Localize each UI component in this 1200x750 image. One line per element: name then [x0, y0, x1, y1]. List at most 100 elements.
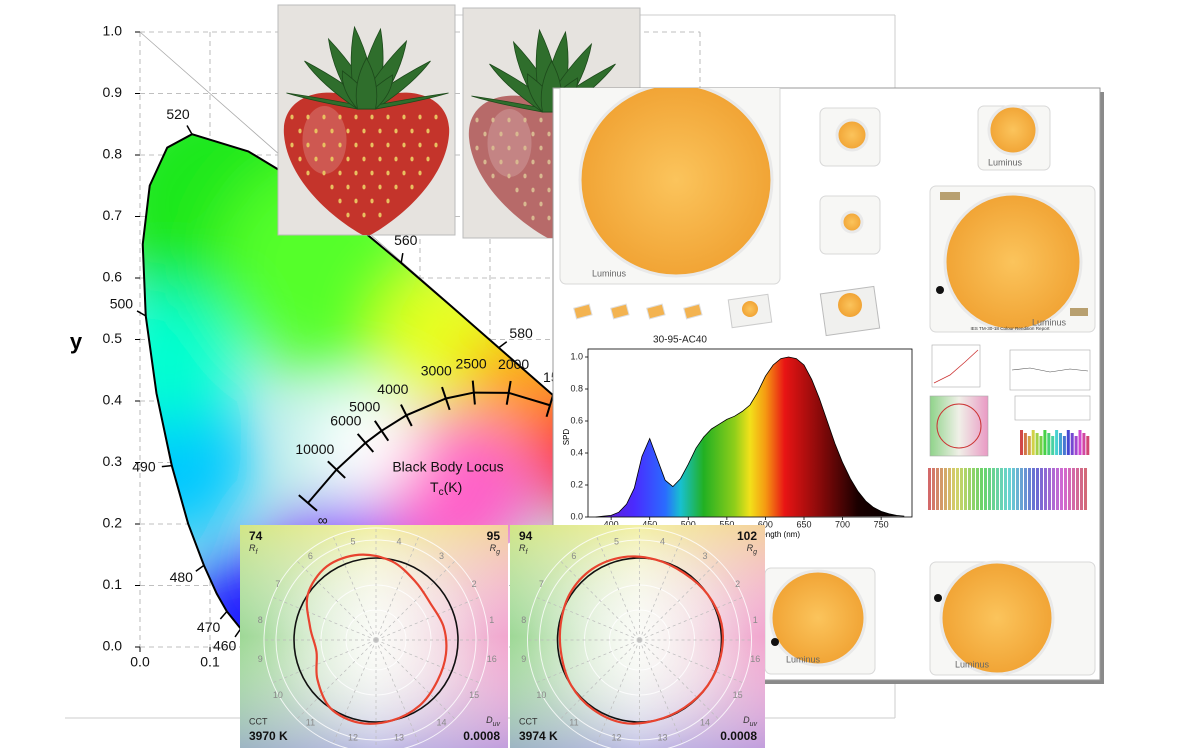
cct-label: CCT — [249, 716, 268, 726]
cct-label: 6000 — [330, 412, 361, 428]
hue-bin-label: 3 — [439, 551, 444, 561]
report-bar — [1016, 468, 1019, 510]
ring — [539, 539, 740, 741]
hue-bin-label: 7 — [539, 579, 544, 589]
hue-bin-label: 4 — [660, 536, 665, 546]
wavelength-tick — [136, 310, 147, 317]
report-bar — [1072, 468, 1075, 510]
photo — [277, 4, 456, 236]
smd-led — [573, 303, 593, 320]
wavelength-label: 470 — [197, 619, 221, 635]
report-plot — [1014, 395, 1091, 421]
hue-bin-label: 10 — [536, 690, 546, 700]
symbol-main: R — [490, 543, 497, 553]
report-bar — [1084, 468, 1087, 510]
seed — [402, 142, 406, 148]
seed — [314, 128, 318, 134]
report-bar — [980, 468, 983, 510]
cct-tick — [356, 433, 375, 453]
hue-bin-label: 8 — [521, 615, 526, 625]
seed — [330, 128, 334, 134]
wavelength-label: 500 — [110, 296, 134, 312]
report-bar — [1056, 468, 1059, 510]
report-bar — [940, 468, 943, 510]
report-bar — [1036, 468, 1039, 510]
duv-symbol: Duv — [486, 715, 500, 727]
spd-chart: 30-95-AC40 SPD Wavelength (nm) 400 450 500 550… — [562, 335, 913, 539]
wavelength-tick — [234, 628, 242, 638]
seed — [491, 117, 495, 123]
leaf — [357, 92, 449, 110]
seed — [386, 198, 390, 204]
test-loop — [558, 555, 724, 725]
brand-label: Luminus — [1032, 317, 1067, 327]
seed — [434, 142, 438, 148]
fidelity-value: 74 — [249, 529, 263, 543]
seed — [378, 212, 382, 218]
seed — [386, 170, 390, 176]
x-tick-label: 450 — [642, 519, 657, 529]
wavelength-tick — [186, 125, 193, 135]
y-tick-label: 1.0 — [103, 23, 123, 39]
x-tick-label: 700 — [835, 519, 850, 529]
temperature-unit: (K) — [444, 479, 463, 495]
seed — [370, 114, 374, 120]
wavelength-label: 580 — [509, 325, 533, 341]
x-tick-label: 400 — [604, 519, 619, 529]
report-bar — [1035, 433, 1039, 455]
report-loop — [936, 403, 982, 449]
seed — [354, 142, 358, 148]
fidelity-symbol: Rf — [249, 543, 259, 555]
seed — [507, 145, 511, 151]
hue-divider — [639, 639, 683, 744]
cct-tick — [441, 386, 451, 411]
test-loop — [305, 553, 448, 725]
seed — [539, 117, 543, 123]
seed — [290, 142, 294, 148]
report-bar — [1066, 430, 1070, 455]
report-bar — [1074, 436, 1078, 455]
seed — [523, 117, 527, 123]
seed — [491, 173, 495, 179]
led-emitter — [840, 210, 864, 234]
fidelity-value: 94 — [519, 529, 533, 543]
smd-led — [646, 303, 666, 320]
seed — [378, 128, 382, 134]
report-bar — [1047, 433, 1051, 455]
seed — [418, 170, 422, 176]
report-bar — [996, 468, 999, 510]
report-bar — [948, 468, 951, 510]
cct-tick — [400, 404, 413, 427]
hue-bin-label: 7 — [275, 579, 280, 589]
y-tick-label: 0.7 — [103, 207, 123, 223]
seed — [507, 173, 511, 179]
cct-label: 5000 — [349, 398, 380, 414]
report-bar — [956, 468, 959, 510]
seed — [515, 159, 519, 165]
hue-divider — [272, 596, 377, 641]
report-bar — [964, 468, 967, 510]
report-bar — [1086, 436, 1090, 455]
seed — [539, 173, 543, 179]
seed — [434, 114, 438, 120]
report-curve — [933, 349, 979, 384]
hue-bin-label: 1 — [753, 615, 758, 625]
cct-label: 10000 — [295, 441, 334, 457]
hue-divider — [639, 560, 719, 641]
y-tick-label: 0.1 — [103, 576, 123, 592]
chart-title: 30-95-AC40 — [653, 335, 707, 346]
symbol-sub: f — [526, 549, 529, 556]
seed — [515, 131, 519, 137]
duv-value: 0.0008 — [720, 729, 757, 743]
hue-divider — [560, 560, 640, 641]
report-bar — [1012, 468, 1015, 510]
hue-divider — [375, 596, 480, 641]
seed — [338, 142, 342, 148]
seed — [491, 145, 495, 151]
wavelength-label: 490 — [132, 459, 156, 475]
seed — [322, 114, 326, 120]
seed — [354, 198, 358, 204]
seed — [483, 131, 487, 137]
seed — [499, 131, 503, 137]
